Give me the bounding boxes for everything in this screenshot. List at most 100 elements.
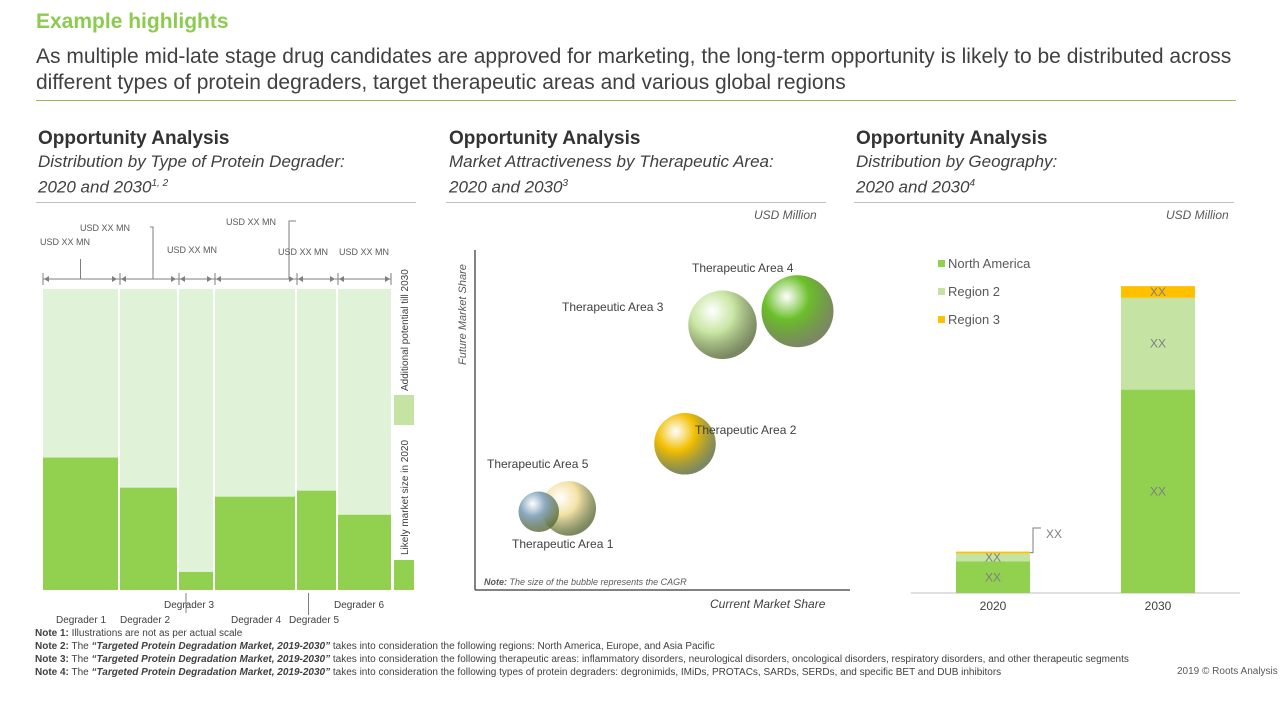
mekko-bar-2020-5 [297, 490, 336, 590]
stack-bar-2020-2 [956, 551, 1030, 554]
right-panel-divider [854, 202, 1234, 203]
footnotes: Note 1: Illustrations are not as per act… [35, 627, 1129, 679]
bubble-label-5: Therapeutic Area 5 [487, 457, 589, 471]
mekko-value-label-5: USD XX MN [278, 247, 328, 257]
footnote-text: takes into consideration the following t… [330, 654, 1129, 665]
mekko-arrowhead-left-4 [216, 276, 221, 282]
stack-callout-leader [1030, 527, 1041, 554]
left-panel-title: Opportunity Analysis [38, 128, 230, 149]
mekko-value-label-1: USD XX MN [40, 237, 90, 247]
bubble-label-1: Therapeutic Area 1 [512, 537, 614, 551]
slide-title: Example highlights [36, 10, 229, 33]
middle-panel-subtitle: Market Attractiveness by Therapeutic Are… [449, 151, 774, 199]
middle-panel-unit: USD Million [754, 208, 817, 222]
left-panel-divider [36, 202, 416, 203]
mekko-category-label-6: Degrader 6 [334, 600, 384, 611]
mekko-bar-additional-2 [120, 289, 177, 488]
mekko-bar-additional-6 [338, 289, 391, 515]
stack-legend-swatch-2 [938, 316, 945, 323]
footnote-text: Illustrations are not as per actual scal… [68, 628, 243, 639]
stack-category-label-2030: 2030 [1145, 599, 1172, 613]
bubble-label-3: Therapeutic Area 3 [562, 300, 664, 314]
mekko-arrowhead-left-6 [339, 276, 344, 282]
bubble-note-label: Note: [484, 577, 507, 587]
footnote-label: Note 2: [35, 641, 69, 652]
stack-callout-label: XX [1046, 527, 1062, 541]
mekko-arrowhead-right-3 [207, 276, 212, 282]
middle-panel-subtitle-line1: Market Attractiveness by Therapeutic Are… [449, 152, 774, 171]
footnote-3: Note 3: The “Targeted Protein Degradatio… [35, 653, 1129, 666]
middle-panel-divider [446, 202, 826, 203]
stack-legend-label-2: Region 3 [948, 312, 1000, 327]
stack-value-label-2030-2: XX [1150, 285, 1166, 299]
left-panel-subtitle-line1: Distribution by Type of Protein Degrader… [38, 152, 345, 171]
bubble-point-2 [654, 413, 716, 475]
mekko-value-label-2: USD XX MN [80, 223, 130, 233]
geography-stacked-chart: XX XX 2020 XX XX XX 2030 XX North America Region … [911, 256, 1240, 613]
bubble-label-2: Therapeutic Area 2 [695, 423, 797, 437]
right-panel-unit: USD Million [1166, 208, 1229, 222]
footnote-4: Note 4: The “Targeted Protein Degradatio… [35, 666, 1129, 679]
stack-legend-swatch-0 [938, 260, 945, 267]
stack-bar-2020-0 [956, 561, 1030, 593]
footnote-text: takes into consideration the following r… [330, 641, 715, 652]
stack-bar-2030-2 [1121, 286, 1195, 298]
footnote-2: Note 2: The “Targeted Protein Degradatio… [35, 640, 1129, 653]
stack-value-label-2020-1: XX [985, 550, 1001, 564]
right-panel-title: Opportunity Analysis [856, 128, 1048, 149]
mekko-arrowhead-right-5 [330, 276, 335, 282]
stack-value-label-2020-0: XX [985, 570, 1001, 584]
stack-value-label-2030-0: XX [1150, 484, 1166, 498]
mekko-arrowhead-left-5 [298, 276, 303, 282]
mekko-bar-additional-3 [179, 289, 213, 572]
stack-category-label-2020: 2020 [980, 599, 1007, 613]
footnote-report-title: “Targeted Protein Degradation Market, 20… [92, 641, 331, 652]
left-panel-subtitle: Distribution by Type of Protein Degrader… [38, 151, 345, 199]
stack-bar-2030-0 [1121, 389, 1195, 593]
footnote-report-title-text: “Targeted Protein Degradation Market, 20… [91, 667, 331, 678]
mekko-value-label-4: USD XX MN [226, 217, 276, 227]
footnote-report-title-text: “Targeted Protein Degradation Market, 20… [91, 641, 331, 652]
header-divider [36, 100, 1236, 101]
footnote-report-title: “Targeted Protein Degradation Market, 20… [92, 654, 331, 665]
mekko-arrowhead-left-3 [180, 276, 185, 282]
left-panel-years: 2020 and 2030 [38, 177, 152, 197]
stack-bar-2020-1 [956, 553, 1030, 562]
left-panel-footnote-ref: 1, 2 [151, 178, 169, 189]
mekko-category-label-4: Degrader 4 [231, 615, 281, 626]
footnote-report-title: “Targeted Protein Degradation Market, 20… [92, 667, 331, 678]
mekko-arrowhead-left-1 [44, 276, 49, 282]
stack-legend-label-0: North America [948, 256, 1031, 271]
middle-panel-subtitle-line2: 2020 and 20303 [449, 173, 774, 199]
middle-panel-title: Opportunity Analysis [449, 128, 641, 149]
bubble-point-4 [761, 275, 834, 348]
mekko-arrowhead-right-6 [385, 276, 390, 282]
mekko-leader-4 [288, 220, 296, 279]
right-panel-years: 2020 and 2030 [856, 177, 970, 197]
mekko-bar-2020-2 [120, 487, 177, 590]
bubble-point-1 [518, 491, 559, 533]
headline: As multiple mid-late stage drug candidat… [36, 45, 1232, 94]
stack-value-label-2030-1: XX [1150, 337, 1166, 351]
right-panel-subtitle: Distribution by Geography: 2020 and 2030… [856, 151, 1057, 199]
mekko-bar-2020-3 [179, 571, 213, 590]
mekko-bar-additional-1 [43, 289, 118, 458]
footnote-label: Note 1: [35, 628, 69, 639]
left-panel-subtitle-line2: 2020 and 20301, 2 [38, 173, 345, 199]
mekko-category-label-3: Degrader 3 [164, 600, 214, 611]
right-panel-footnote-ref: 4 [969, 178, 976, 189]
stack-bar-2030-1 [1121, 297, 1195, 390]
mekko-category-label-2: Degrader 2 [120, 615, 170, 626]
mekko-arrowhead-right-2 [171, 276, 176, 282]
mekko-bar-2020-4 [215, 496, 295, 590]
footnote-report-title-text: “Targeted Protein Degradation Market, 20… [91, 654, 331, 665]
footnote-prefix: The [68, 641, 92, 652]
right-panel-subtitle-line2: 2020 and 20304 [856, 173, 1057, 199]
mekko-value-label-6: USD XX MN [339, 247, 389, 257]
mekko-bar-2020-1 [43, 457, 118, 590]
right-panel-subtitle-line1: Distribution by Geography: [856, 152, 1058, 171]
mekko-legend-2020-label: Likely market size in 2020 [400, 440, 411, 555]
footnote-text: takes into consideration the following t… [330, 667, 1002, 678]
footnote-prefix: The [68, 667, 92, 678]
mekko-value-label-3: USD XX MN [167, 245, 217, 255]
